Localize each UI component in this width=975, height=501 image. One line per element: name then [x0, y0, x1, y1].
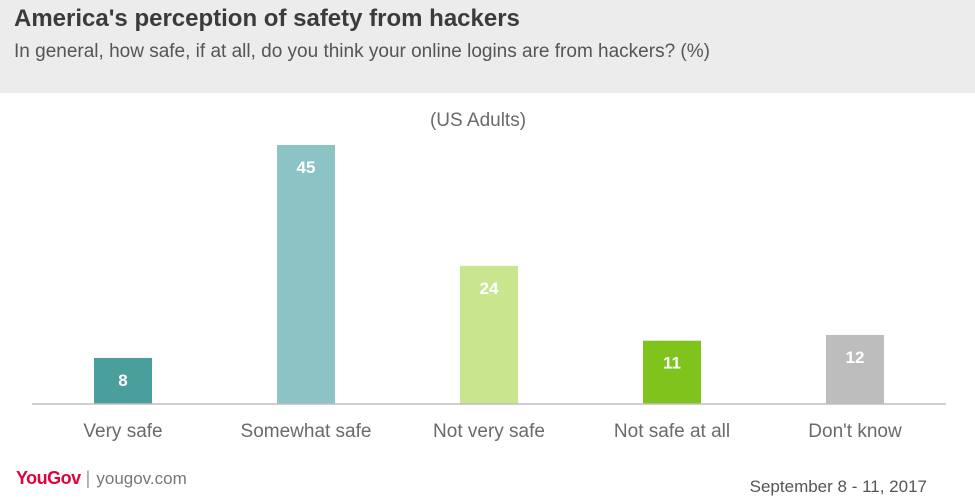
bar-value-label: 12: [846, 348, 865, 367]
chart-title: America's perception of safety from hack…: [14, 5, 520, 32]
x-axis-labels: Very safe Somewhat safe Not very safe Not s…: [83, 421, 902, 442]
x-tick-label: Very safe: [83, 421, 162, 442]
bar-don-t-know: [826, 334, 884, 404]
bar-value-label: 11: [663, 354, 681, 373]
header-band: America's perception of safety from hack…: [0, 0, 975, 93]
brand-divider: |: [85, 468, 91, 488]
chart-question: In general, how safe, if at all, do you …: [14, 41, 710, 62]
site-link[interactable]: yougov.com: [96, 469, 187, 488]
bar-not-very-safe: [460, 265, 518, 404]
bar-chart: (US Adults) 8 45 24 11 12 Very safe Somewhat …: [32, 110, 946, 442]
bar-value-label: 24: [480, 279, 499, 298]
bar-value-label: 45: [297, 158, 316, 177]
yougov-logo: YouGov: [16, 468, 81, 488]
x-tick-label: Not very safe: [433, 421, 545, 442]
survey-date: September 8 - 11, 2017: [749, 477, 927, 496]
bar-somewhat-safe: [277, 145, 335, 404]
chart-subtitle: (US Adults): [430, 110, 526, 131]
x-tick-label: Not safe at all: [614, 421, 730, 442]
bars-group: 8 45 24 11 12: [94, 145, 884, 404]
brand-footer: YouGov | yougov.com: [16, 468, 187, 489]
x-tick-label: Somewhat safe: [241, 421, 372, 442]
bar-very-safe: [94, 357, 152, 404]
bar-not-safe-at-all: [643, 340, 701, 404]
x-tick-label: Don't know: [808, 421, 902, 442]
bar-value-label: 8: [118, 371, 127, 390]
